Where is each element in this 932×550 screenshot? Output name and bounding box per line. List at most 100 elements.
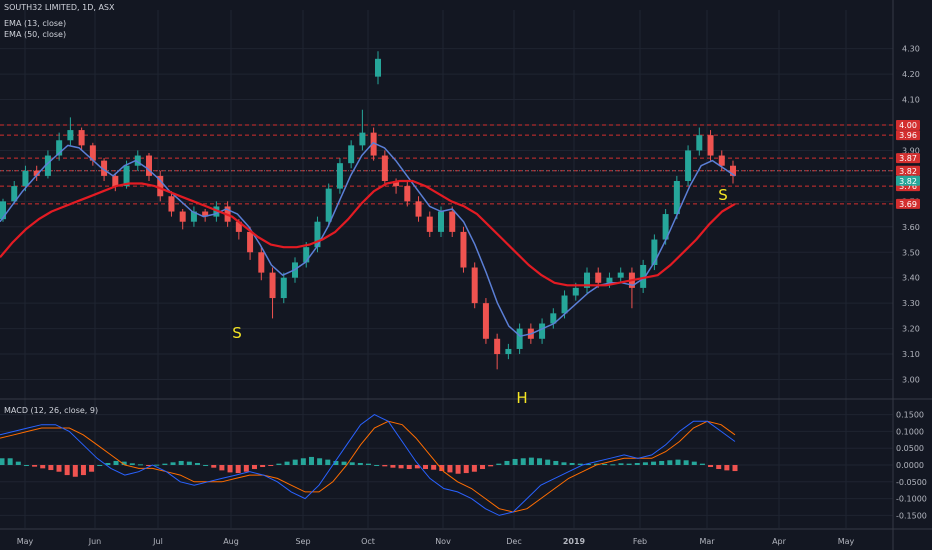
candle-body [572, 287, 579, 296]
candle-body [280, 277, 287, 299]
time-tick-label: Jun [88, 537, 102, 546]
macd-histogram-bar [537, 458, 543, 465]
candle-body [730, 165, 736, 176]
macd-histogram-bar [642, 462, 648, 465]
time-tick-label: 2019 [563, 537, 586, 546]
macd-histogram-bar [651, 461, 657, 465]
candle-body [56, 140, 63, 156]
candle-body [247, 231, 254, 253]
macd-histogram-bar [691, 461, 697, 465]
macd-histogram-bar [251, 465, 257, 470]
macd-histogram-bar [545, 459, 551, 465]
macd-histogram-bar [32, 465, 38, 467]
macd-histogram-bar [48, 465, 54, 471]
macd-histogram-bar [40, 465, 46, 469]
macd-histogram-bar [618, 463, 624, 465]
candle-body [33, 170, 40, 176]
candle-body [673, 180, 680, 215]
macd-histogram-bar [708, 465, 714, 468]
candle-body [0, 201, 6, 220]
macd-histogram-bar [105, 462, 111, 465]
candle-body [381, 155, 388, 181]
macd-histogram-bar [308, 456, 314, 465]
macd-histogram-bar [528, 457, 534, 465]
macd-histogram-bar [154, 464, 160, 466]
macd-histogram-bar [561, 462, 567, 465]
macd-histogram-bar [480, 465, 486, 470]
macd-histogram-bar [129, 463, 135, 465]
macd-histogram-bar [64, 465, 70, 476]
macd-histogram-bar [292, 459, 298, 465]
candle-body [179, 211, 186, 222]
price-tick-label: 3.90 [902, 146, 920, 155]
macd-histogram-bar [219, 465, 225, 471]
candle-body [707, 135, 714, 156]
candle-body [258, 252, 265, 273]
macd-histogram-bar [121, 461, 127, 465]
macd-histogram-bar [675, 459, 681, 465]
macd-histogram-bar [382, 465, 388, 467]
macd-tick-label: 0.0000 [896, 461, 924, 470]
macd-histogram-bar [374, 465, 380, 466]
macd-histogram-bar [276, 463, 282, 465]
signal-line [0, 420, 736, 513]
candle-body [359, 132, 366, 146]
macd-histogram-bar [610, 464, 616, 466]
candle-body [415, 201, 422, 217]
macd-histogram-bar [667, 460, 673, 465]
macd-tick-label: 0.1500 [896, 411, 924, 420]
last-price-tag-bg [896, 175, 920, 186]
candle-body [190, 211, 197, 222]
macd-histogram-bar [357, 462, 363, 465]
time-tick-label: Mar [699, 537, 715, 546]
macd-histogram-bar [471, 465, 477, 472]
macd-histogram-bar [594, 463, 600, 465]
macd-histogram-bar [659, 460, 665, 465]
macd-histogram-bar [97, 465, 103, 466]
macd-histogram-bar [585, 463, 591, 465]
candle-body [718, 155, 725, 166]
pattern-label: S [718, 186, 728, 204]
candle-body [78, 130, 85, 146]
macd-histogram-bar [227, 465, 233, 473]
macd-histogram-bar [724, 465, 730, 471]
candle-body [516, 328, 523, 349]
macd-histogram-bar [0, 458, 5, 465]
price-tick-label: 4.30 [902, 45, 920, 54]
candle-body [449, 211, 456, 232]
candle-body [235, 221, 242, 232]
candle-body [67, 130, 74, 141]
time-tick-label: Oct [361, 537, 375, 546]
macd-histogram-bar [504, 460, 510, 465]
macd-histogram-bar [178, 460, 184, 465]
ema50-legend: EMA (50, close) [4, 30, 67, 39]
level-tag-bg [896, 153, 920, 164]
ema50-line [0, 179, 736, 287]
macd-tick-label: -0.1000 [896, 495, 927, 504]
candle-body [595, 272, 602, 283]
macd-histogram-bar [15, 461, 21, 465]
macd-histogram-bar [398, 465, 404, 469]
macd-histogram-bar [447, 465, 453, 473]
level-tag: 3.82 [899, 167, 917, 176]
macd-histogram-bar [7, 458, 13, 465]
level-tag-bg [896, 165, 920, 176]
price-tick-label: 4.10 [902, 96, 920, 105]
macd-histogram-bar [72, 465, 78, 477]
level-tag: 4.00 [899, 121, 917, 130]
macd-histogram-bar [406, 465, 412, 470]
candle-body [269, 272, 276, 299]
macd-histogram-bar [626, 463, 632, 465]
macd-panel [0, 414, 738, 516]
candle-body [460, 231, 467, 268]
macd-histogram-bar [268, 465, 274, 466]
candle-body [134, 155, 141, 166]
candle-body [314, 221, 321, 248]
macd-histogram-bar [520, 458, 526, 465]
time-tick-label: May [17, 537, 34, 546]
candle-body [471, 267, 478, 304]
level-tag-bg [896, 130, 920, 141]
macd-histogram-bar [553, 460, 559, 465]
price-tick-label: 3.10 [902, 350, 920, 359]
